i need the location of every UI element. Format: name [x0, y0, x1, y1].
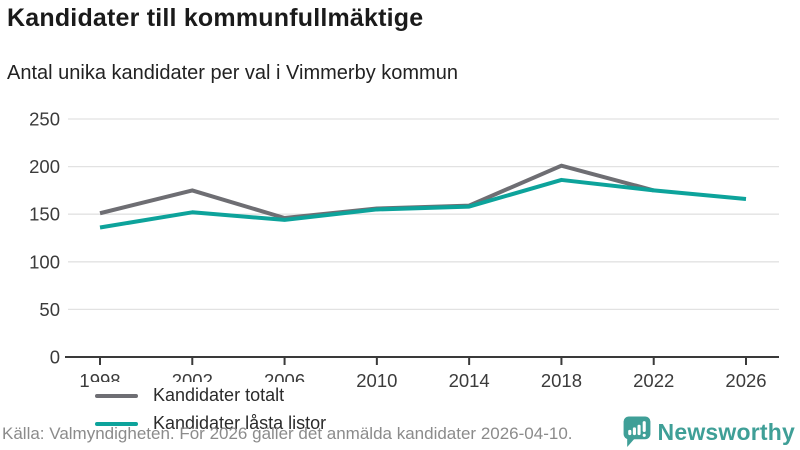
legend-label-totalt: Kandidater totalt [153, 385, 285, 405]
legend-item-lasta-listor: Kandidater låsta listor [95, 413, 326, 434]
legend-item-totalt: Kandidater totalt [95, 385, 326, 406]
legend-swatch-lasta-listor [95, 421, 138, 426]
legend-label-lasta-listor: Kandidater låsta listor [153, 413, 327, 433]
source-note: Källa: Valmyndigheten. För 2026 gäller d… [2, 424, 573, 443]
newsworthy-bubble-chart-icon [623, 416, 650, 447]
y-tick-label-200: 200 [29, 156, 60, 177]
y-tick-label-100: 100 [29, 251, 60, 272]
brand-wordmark: Newsworthy [657, 418, 795, 445]
chart-subtitle: Antal unika kandidater per val i Vimmerb… [7, 62, 458, 84]
line-chart: 0 50 100 150 200 250 1998 2002 2006 2010 2014 2018 2… [0, 100, 800, 437]
y-tick-label-150: 150 [29, 204, 60, 225]
y-tick-label-50: 50 [39, 299, 60, 320]
legend: Kandidater totalt Kandidater låsta listo… [90, 382, 339, 437]
page-title: Kandidater till kommunfullmäktige [7, 4, 424, 32]
x-tick-label-2022: 2022 [633, 370, 674, 391]
y-tick-label-0: 0 [50, 347, 60, 368]
newsworthy-logo: Newsworthy [623, 416, 795, 448]
x-tick-label-2014: 2014 [449, 370, 490, 391]
x-tick-label-2026: 2026 [725, 370, 766, 391]
legend-swatch-totalt [95, 393, 138, 398]
x-tick-label-2018: 2018 [541, 370, 582, 391]
y-tick-label-250: 250 [29, 109, 60, 130]
x-tick-label-2010: 2010 [356, 370, 397, 391]
series-line-1 [99, 177, 747, 230]
